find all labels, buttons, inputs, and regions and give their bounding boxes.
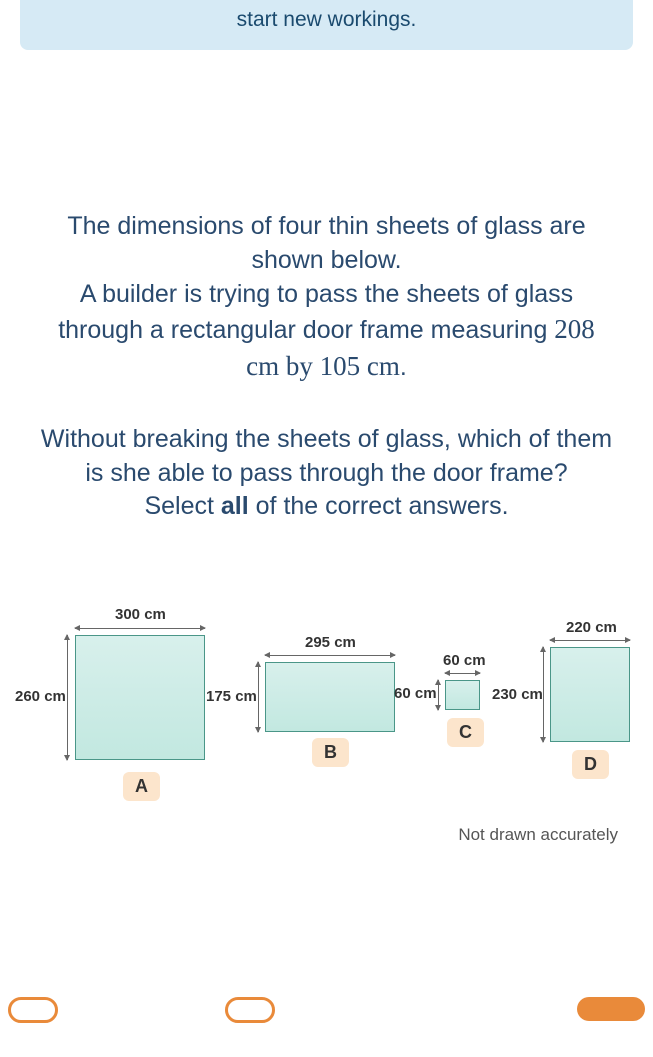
dim-a-width: 300 cm bbox=[115, 606, 166, 623]
q-p1b-post: . bbox=[400, 353, 407, 381]
dim-a-height: 260 cm bbox=[15, 688, 66, 705]
q-p2b-pre: Select bbox=[144, 492, 220, 520]
question-paragraph-2: Without breaking the sheets of glass, wh… bbox=[40, 423, 613, 524]
arrow-b-width bbox=[265, 655, 395, 656]
dim-c-height: 60 cm bbox=[394, 685, 437, 702]
sheet-b[interactable] bbox=[265, 662, 395, 732]
dim-d-width: 220 cm bbox=[566, 619, 617, 636]
arrow-b-height bbox=[258, 662, 259, 732]
arrow-d-width bbox=[550, 640, 630, 641]
sheet-a[interactable] bbox=[75, 635, 205, 760]
bottom-bar bbox=[0, 997, 653, 1057]
arrow-a-width bbox=[75, 628, 205, 629]
badge-b[interactable]: B bbox=[312, 738, 349, 767]
q-p1a: The dimensions of four thin sheets of gl… bbox=[67, 212, 585, 274]
q-p2b-bold: all bbox=[221, 492, 249, 520]
hint-banner: start new workings. bbox=[20, 0, 633, 50]
arrow-c-height bbox=[438, 680, 439, 710]
dim-c-width: 60 cm bbox=[443, 652, 486, 669]
q-p2b-post: of the correct answers. bbox=[249, 492, 509, 520]
badge-a[interactable]: A bbox=[123, 772, 160, 801]
diagram-area: 300 cm 260 cm A 295 cm 175 cm B 60 cm 60… bbox=[0, 600, 653, 840]
hint-text: start new workings. bbox=[237, 8, 417, 31]
back-button[interactable] bbox=[8, 997, 58, 1023]
arrow-d-height bbox=[543, 647, 544, 742]
q-p2a: Without breaking the sheets of glass, wh… bbox=[41, 425, 612, 487]
q-p1b-pre: A builder is trying to pass the sheets o… bbox=[58, 280, 573, 345]
arrow-a-height bbox=[67, 635, 68, 760]
sheet-d[interactable] bbox=[550, 647, 630, 742]
question-area: The dimensions of four thin sheets of gl… bbox=[0, 50, 653, 524]
arrow-c-width bbox=[445, 673, 480, 674]
sheet-c[interactable] bbox=[445, 680, 480, 710]
question-paragraph-1: The dimensions of four thin sheets of gl… bbox=[40, 210, 613, 385]
badge-d[interactable]: D bbox=[572, 750, 609, 779]
dim-b-width: 295 cm bbox=[305, 634, 356, 651]
dim-d-height: 230 cm bbox=[492, 686, 543, 703]
badge-c[interactable]: C bbox=[447, 718, 484, 747]
accuracy-note: Not drawn accurately bbox=[458, 825, 618, 845]
watch-video-button[interactable] bbox=[225, 997, 275, 1023]
answer-button[interactable] bbox=[577, 997, 645, 1021]
dim-b-height: 175 cm bbox=[206, 688, 257, 705]
